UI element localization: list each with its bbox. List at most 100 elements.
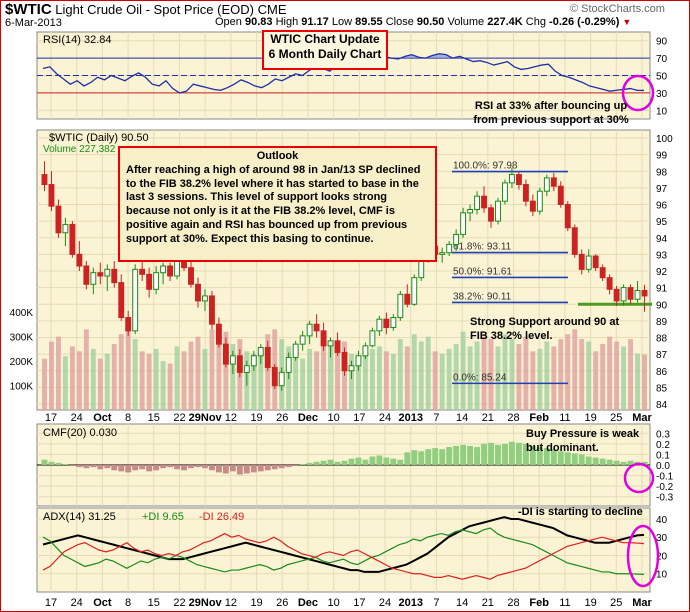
- cmf-bar: [153, 465, 160, 471]
- cmf-bar: [460, 444, 467, 465]
- candle-body: [306, 323, 313, 337]
- cmf-bar: [243, 465, 250, 474]
- x-tick-label-adx: 24: [379, 597, 391, 609]
- candle-body: [376, 318, 383, 332]
- cmf-bar: [125, 465, 132, 473]
- cmf-bar: [515, 442, 522, 465]
- x-tick-label-adx: 17: [353, 597, 365, 609]
- cmf-bar: [111, 465, 118, 471]
- volume-bar: [125, 324, 131, 410]
- x-tick-label-price: 14: [456, 412, 468, 424]
- cmf-bar: [411, 450, 418, 465]
- volume-bar: [523, 336, 529, 410]
- cmf-bar: [341, 460, 348, 465]
- volume-bar: [307, 348, 313, 410]
- candle-body: [236, 355, 243, 373]
- x-tick-label-price: 7: [433, 412, 439, 424]
- x-tick-label-adx: 14: [456, 597, 468, 609]
- candle-body: [418, 258, 425, 279]
- volume-bar: [328, 344, 333, 410]
- x-tick-label-adx: 22: [173, 597, 185, 609]
- cmf-bar: [488, 442, 494, 465]
- fib-level-label: 38.2%: 90.11: [453, 291, 512, 302]
- volume-bar: [195, 336, 201, 410]
- cmf-bar: [188, 465, 194, 469]
- cmf-legend: CMF(20) 0.030: [43, 427, 117, 439]
- cmf-note: Buy Pressure is weak but dominant.: [526, 428, 640, 454]
- x-tick-label-adx: Mar: [632, 597, 652, 609]
- cmf-bar: [418, 451, 425, 465]
- x-tick-label-adx: Feb: [529, 597, 549, 609]
- x-tick-label-price: 11: [559, 412, 570, 424]
- volume-bar: [600, 344, 606, 410]
- chg-value: -0.26 (-0.29%): [549, 16, 620, 28]
- cmf-bar: [404, 452, 411, 465]
- candle-body: [215, 323, 222, 345]
- candle-body: [62, 223, 69, 234]
- volume-bar: [62, 356, 68, 410]
- exchange: CME: [257, 2, 287, 17]
- volume-bar: [118, 334, 124, 410]
- volume-bar: [49, 341, 54, 410]
- x-tick-label-adx: 12: [225, 597, 237, 609]
- outlook-box: Outlook After reaching a high of around …: [118, 146, 437, 262]
- volume-bar: [495, 346, 501, 410]
- cmf-bar: [292, 465, 299, 467]
- open-label: Open: [215, 16, 242, 28]
- cmf-bar: [369, 456, 376, 465]
- volume-bar: [174, 346, 180, 410]
- candle-body: [543, 177, 550, 192]
- cmf-bar: [139, 465, 146, 470]
- cmf-bar: [585, 456, 592, 465]
- price-tick-label: 86: [656, 367, 668, 378]
- x-tick-label-adx: 2013: [398, 597, 422, 609]
- cmf-bar: [383, 457, 390, 465]
- candle-body: [208, 295, 215, 325]
- x-tick-label-adx: Oct: [93, 597, 112, 609]
- cmf-bar: [76, 465, 83, 468]
- cmf-bar: [564, 452, 571, 465]
- candle-body: [195, 283, 201, 302]
- candle-body: [529, 200, 536, 212]
- volume-bar: [404, 346, 410, 410]
- volume-bar: [551, 346, 557, 410]
- open-value: 90.83: [244, 16, 273, 28]
- cmf-bar: [327, 459, 334, 465]
- x-tick-label-adx: 19: [250, 597, 262, 609]
- x-tick-label-adx: 10: [328, 597, 340, 609]
- candle-body: [411, 277, 418, 305]
- cmf-bar: [278, 465, 285, 469]
- adx-legend: ADX(14) 31.25: [43, 511, 116, 523]
- volume-bar: [335, 346, 340, 410]
- price-tick-label: 89: [656, 317, 668, 328]
- candle-body: [243, 365, 250, 373]
- candle-body: [474, 195, 481, 210]
- volume-bar: [362, 351, 368, 410]
- cmf-bar: [557, 451, 564, 465]
- candle-body: [118, 282, 125, 319]
- volume-bar: [460, 331, 466, 410]
- rsi-tick-label: 90: [656, 37, 668, 48]
- cmf-bar: [620, 461, 627, 465]
- rsi-highlight-circle: [621, 74, 655, 112]
- volume-bar: [621, 346, 627, 410]
- candle-body: [250, 355, 257, 367]
- volume-bar: [223, 331, 229, 410]
- cmf-bar: [627, 460, 634, 465]
- candle-body: [355, 355, 362, 367]
- volume-bar: [300, 358, 306, 410]
- candle-body: [146, 273, 153, 290]
- cmf-bar: [160, 465, 167, 469]
- cmf-bar: [376, 455, 383, 465]
- x-tick-label-price: 24: [379, 412, 391, 424]
- x-tick-label-adx: 11: [559, 597, 570, 609]
- x-tick-label-price: Oct: [93, 412, 112, 424]
- x-tick-label-price: Feb: [529, 412, 549, 424]
- candle-body: [299, 335, 306, 345]
- rsi-tick-label: 50: [656, 72, 668, 83]
- x-tick-label-price: 10: [328, 412, 340, 424]
- x-tick-label-price: 28: [507, 412, 519, 424]
- cmf-bar: [481, 443, 487, 465]
- cmf-bar: [41, 459, 48, 465]
